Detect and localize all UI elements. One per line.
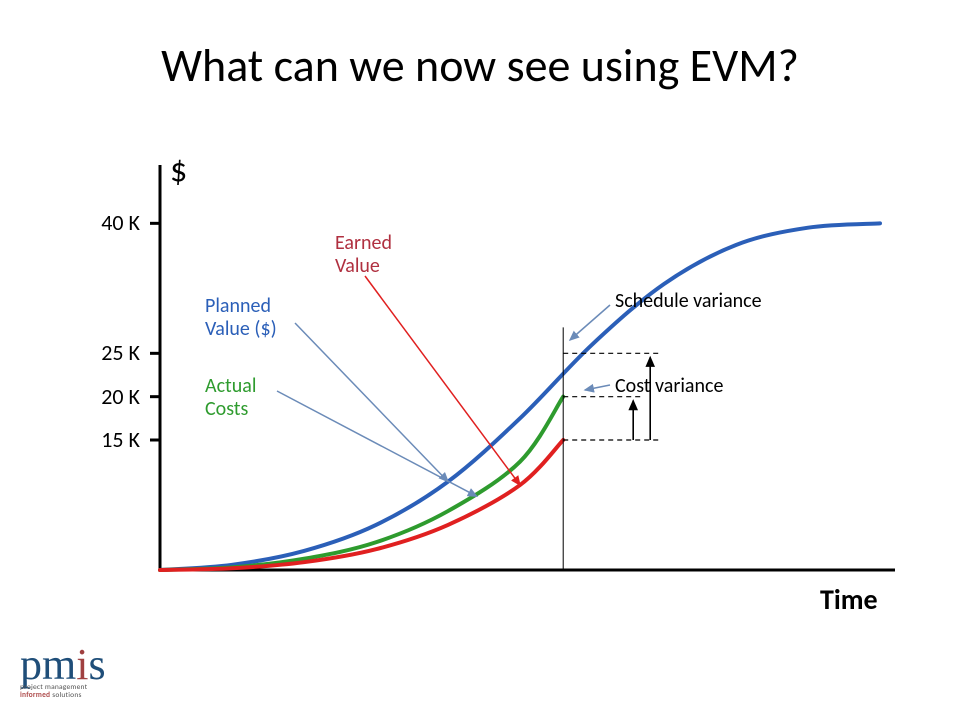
y-tick-label: 15 K: [80, 426, 140, 453]
page-title: What can we now see using EVM?: [0, 38, 960, 94]
chart-svg: [60, 150, 900, 620]
x-axis-label: Time: [820, 582, 878, 617]
y-axis-symbol: $: [170, 150, 187, 191]
earned-value-label: EarnedValue: [335, 232, 392, 278]
y-tick-label: 25 K: [80, 339, 140, 366]
logo-sub2-post: solutions: [50, 691, 81, 700]
y-tick-label: 20 K: [80, 383, 140, 410]
logo-text-pm: pm: [20, 640, 76, 689]
logo-text-s: s: [88, 640, 105, 689]
logo-text-i: i: [76, 640, 88, 689]
pmis-logo: pmis project management informed solutio…: [20, 639, 106, 701]
schedule-variance-label: Schedule variance: [615, 290, 762, 313]
cost-variance-label: Cost variance: [615, 375, 723, 398]
actual-costs-label: ActualCosts: [205, 375, 256, 421]
evm-chart: $ 40 K 25 K 20 K 15 K PlannedValue ($) Actu…: [60, 150, 900, 620]
planned-value-label: PlannedValue ($): [205, 295, 277, 341]
logo-sub2-hl: informed: [20, 691, 50, 700]
y-tick-label: 40 K: [80, 209, 140, 236]
